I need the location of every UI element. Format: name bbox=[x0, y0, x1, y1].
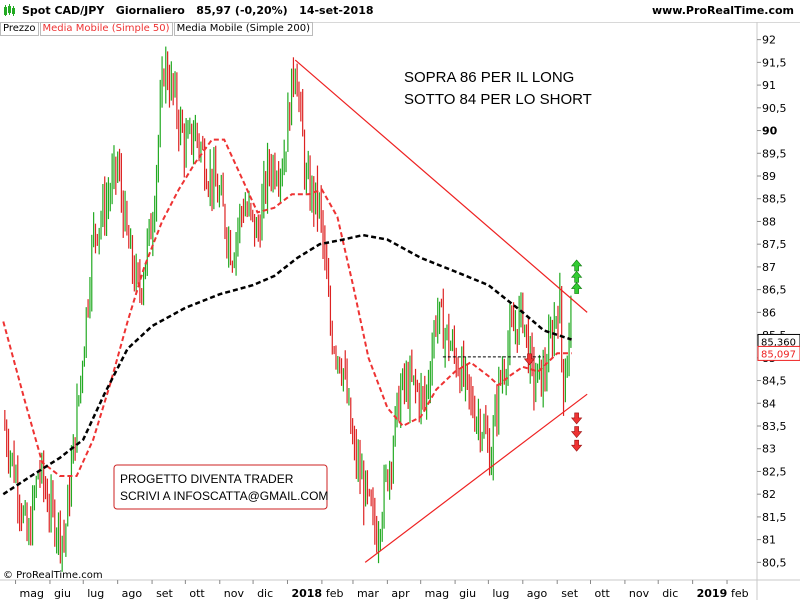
note-short-level: SOTTO 84 PER LO SHORT bbox=[404, 91, 592, 108]
y-tick-label: 90 bbox=[762, 125, 778, 138]
legend-ma200[interactable]: Media Mobile (Simple 200) bbox=[173, 22, 313, 36]
x-tick-label: feb bbox=[731, 587, 749, 600]
y-tick-label: 86,5 bbox=[762, 284, 787, 297]
copyright-label: © ProRealTime.com bbox=[3, 570, 103, 581]
ma50-line bbox=[2, 138, 572, 477]
long-arrow-icon bbox=[570, 259, 583, 272]
x-tick-label: ott bbox=[595, 587, 611, 600]
chart-header: Spot CAD/JPY Giornaliero 85,97 (-0,20%) … bbox=[0, 0, 800, 23]
candlestick-icon bbox=[4, 4, 15, 16]
x-tick-label: set bbox=[156, 587, 173, 600]
x-tick-label: mar bbox=[357, 587, 379, 600]
y-tick-label: 86 bbox=[762, 306, 776, 319]
y-tick-label: 89 bbox=[762, 170, 776, 183]
promo-text-line1: PROGETTO DIVENTA TRADER bbox=[120, 472, 294, 486]
site-label[interactable]: www.ProRealTime.com bbox=[651, 4, 794, 17]
x-tick-label: lug bbox=[87, 587, 104, 600]
long-arrow-icon bbox=[570, 282, 583, 294]
y-tick-label: 87 bbox=[762, 261, 776, 274]
x-tick-label: feb bbox=[326, 587, 344, 600]
short-arrow-icon bbox=[523, 353, 536, 366]
x-tick-label: dic bbox=[662, 587, 678, 600]
x-tick-label: nov bbox=[629, 587, 650, 600]
ma50-value-label: 85,097 bbox=[761, 349, 796, 360]
y-tick-label: 90,5 bbox=[762, 102, 787, 115]
y-tick-label: 81,5 bbox=[762, 511, 787, 524]
x-tick-label: apr bbox=[391, 587, 410, 600]
y-tick-label: 87,5 bbox=[762, 238, 787, 251]
x-tick-label: mag bbox=[425, 587, 449, 600]
x-tick-label: dic bbox=[257, 587, 273, 600]
indicator-legend: Prezzo Media Mobile (Simple 50) Media Mo… bbox=[0, 22, 314, 36]
y-tick-label: 88,5 bbox=[762, 193, 787, 206]
short-arrow-icon bbox=[570, 426, 583, 439]
y-tick-label: 80,5 bbox=[762, 556, 787, 569]
x-tick-label: 2018 bbox=[291, 587, 322, 600]
y-tick-label: 82,5 bbox=[762, 465, 787, 478]
short-arrow-icon bbox=[570, 412, 583, 425]
y-tick-label: 83 bbox=[762, 443, 776, 456]
y-tick-label: 91 bbox=[762, 79, 776, 92]
resistance-trendline[interactable] bbox=[294, 59, 588, 313]
long-arrow-icon bbox=[570, 270, 583, 283]
y-tick-label: 89,5 bbox=[762, 147, 787, 160]
y-tick-label: 92 bbox=[762, 34, 776, 47]
x-tick-label: ott bbox=[189, 587, 205, 600]
y-tick-label: 83,5 bbox=[762, 420, 787, 433]
chart-title: Spot CAD/JPY Giornaliero 85,97 (-0,20%) … bbox=[22, 4, 374, 17]
x-tick-label: nov bbox=[224, 587, 245, 600]
short-arrow-icon bbox=[570, 439, 583, 452]
promo-text-line2: SCRIVI A INFOSCATTA@GMAIL.COM bbox=[120, 489, 328, 503]
promo-box bbox=[113, 464, 328, 510]
ma200-value-label: 85,360 bbox=[761, 337, 796, 348]
x-tick-label: mag bbox=[20, 587, 44, 600]
y-tick-label: 91,5 bbox=[762, 56, 787, 69]
support-trendline[interactable] bbox=[364, 393, 588, 563]
ma50-value-box bbox=[757, 345, 800, 361]
x-tick-label: lug bbox=[492, 587, 509, 600]
y-tick-label: 82 bbox=[762, 488, 776, 501]
x-tick-label: ago bbox=[122, 587, 143, 600]
x-tick-label: 2019 bbox=[697, 587, 728, 600]
y-tick-label: 81 bbox=[762, 534, 776, 547]
legend-price[interactable]: Prezzo bbox=[0, 22, 39, 36]
x-tick-label: ago bbox=[527, 587, 548, 600]
y-tick-label: 84,5 bbox=[762, 375, 787, 388]
x-tick-label: giu bbox=[459, 587, 476, 600]
x-tick-label: set bbox=[561, 587, 578, 600]
note-long-level: SOPRA 86 PER IL LONG bbox=[404, 69, 574, 86]
y-tick-label: 88 bbox=[762, 215, 776, 228]
y-tick-label: 84 bbox=[762, 397, 776, 410]
x-tick-label: giu bbox=[54, 587, 71, 600]
ma200-line bbox=[2, 233, 572, 496]
legend-ma50[interactable]: Media Mobile (Simple 50) bbox=[39, 22, 173, 36]
